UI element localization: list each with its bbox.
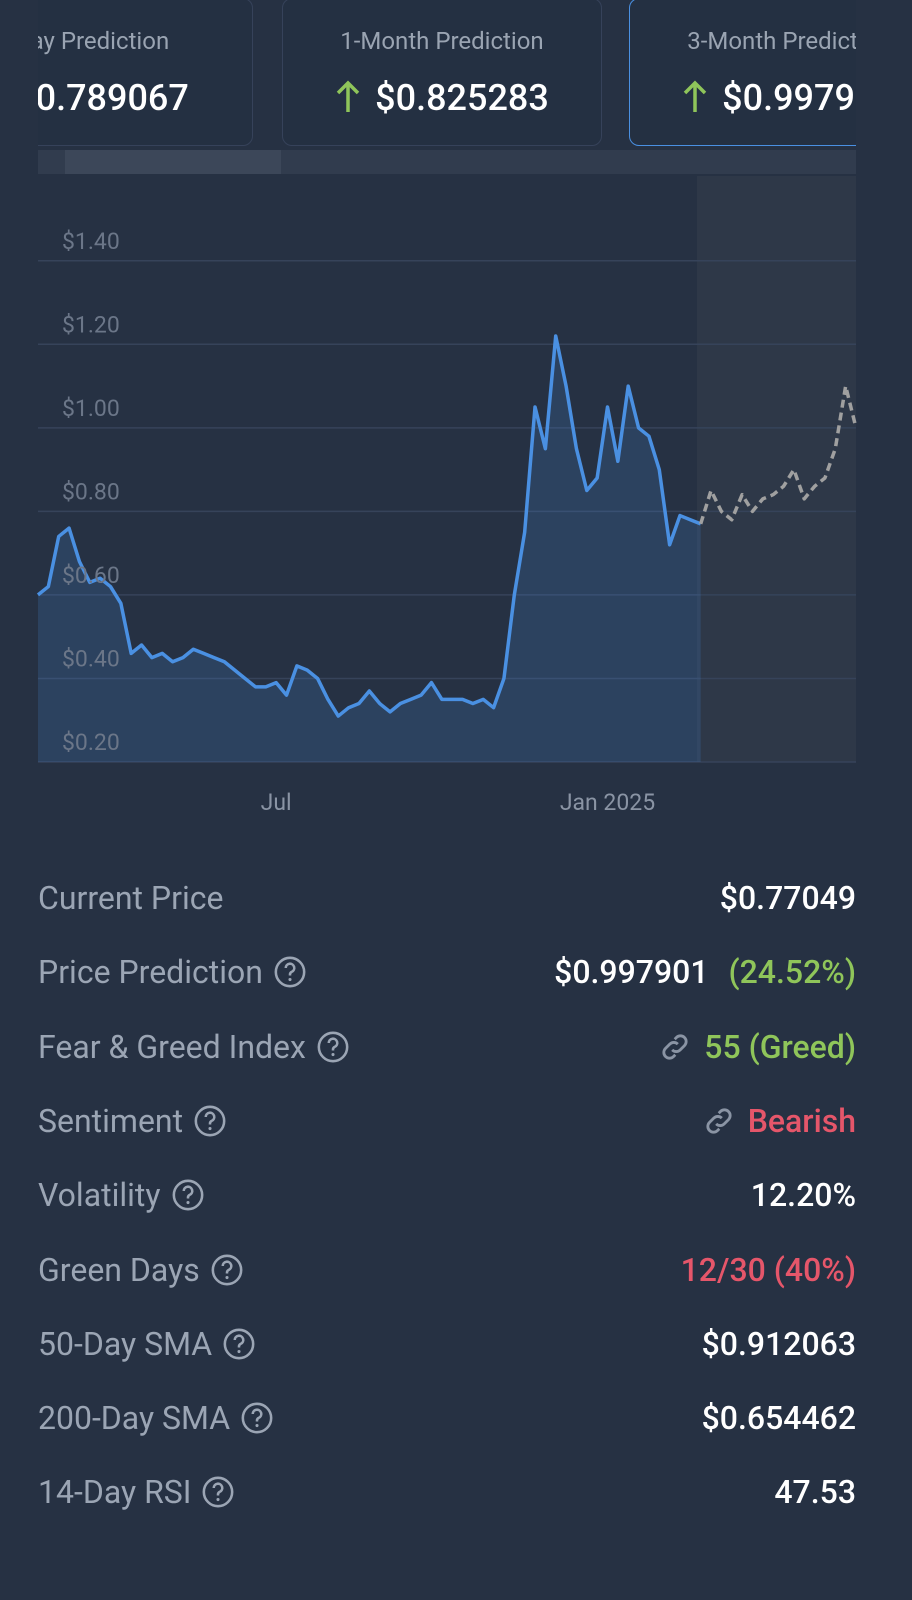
stat-row: Volatility 12.20% <box>38 1165 856 1225</box>
prediction-region <box>697 176 856 762</box>
card-value-row: $0.825283 <box>283 77 601 119</box>
prediction-card[interactable]: 3-Month Prediction $0.997901 <box>629 0 856 146</box>
area <box>38 335 701 762</box>
prediction-card[interactable]: 7-Day Prediction $0.789067 <box>38 0 253 146</box>
stat-change: (24.52%) <box>728 953 856 991</box>
help-icon[interactable] <box>210 1253 244 1287</box>
stat-row: 50-Day SMA $0.912063 <box>38 1314 856 1374</box>
card-title: 7-Day Prediction <box>38 27 170 55</box>
y-tick-label: $0.40 <box>62 645 120 672</box>
stat-value: 12.20% <box>750 1176 856 1214</box>
y-tick-label: $0.80 <box>62 478 120 505</box>
help-icon[interactable] <box>222 1327 256 1361</box>
stat-label: Current Price <box>38 879 224 917</box>
stat-row: 14-Day RSI 47.53 <box>38 1462 856 1522</box>
y-tick-label: $1.00 <box>62 395 120 422</box>
card-value: $0.825283 <box>375 77 549 119</box>
scrollbar[interactable] <box>38 150 856 174</box>
price-line <box>699 384 858 525</box>
card-value: $0.997901 <box>722 77 856 119</box>
help-icon[interactable] <box>193 1104 227 1138</box>
stat-label: 50-Day SMA <box>38 1325 213 1363</box>
y-tick-label: $1.40 <box>62 228 120 255</box>
stat-row: Price Prediction $0.997901 (24.52%) <box>38 942 856 1002</box>
stat-value: $0.997901 <box>554 953 709 991</box>
card-value-row: $0.789067 <box>38 77 252 119</box>
stat-row: Sentiment Bearish <box>38 1091 856 1151</box>
stat-row: 200-Day SMA $0.654462 <box>38 1388 856 1448</box>
up-arrow-icon <box>336 80 360 112</box>
y-tick-label: $0.20 <box>62 729 120 756</box>
scrollbar-thumb[interactable] <box>65 150 281 174</box>
card-value: $0.789067 <box>38 77 189 119</box>
stat-value: $0.654462 <box>701 1399 856 1437</box>
stat-value: $0.77049 <box>719 879 856 917</box>
x-tick-label: Jul <box>261 789 292 816</box>
link-icon[interactable] <box>658 1030 692 1064</box>
stat-label: 14-Day RSI <box>38 1473 192 1511</box>
link-icon[interactable] <box>702 1104 736 1138</box>
prediction-card[interactable]: 1-Month Prediction $0.825283 <box>282 0 602 146</box>
stat-label: Volatility <box>38 1176 161 1214</box>
stat-label: Price Prediction <box>38 953 263 991</box>
x-tick-label: Jan 2025 <box>560 789 655 816</box>
help-icon[interactable] <box>201 1475 235 1509</box>
card-title: 3-Month Prediction <box>687 27 856 55</box>
stat-row: Current Price $0.77049 <box>38 868 856 928</box>
price-line <box>36 334 702 718</box>
stat-value: 55 (Greed) <box>704 1028 856 1066</box>
stat-value: Bearish <box>747 1102 856 1140</box>
stat-row: Green Days 12/30 (40%) <box>38 1240 856 1300</box>
y-tick-label: $0.60 <box>62 562 120 589</box>
stat-label: Sentiment <box>38 1102 184 1140</box>
y-tick-label: $1.20 <box>62 311 120 338</box>
help-icon[interactable] <box>273 955 307 989</box>
stat-value: $0.912063 <box>701 1325 856 1363</box>
card-value-row: $0.997901 <box>630 77 856 119</box>
stat-label: Green Days <box>38 1251 200 1289</box>
stat-label: Fear & Greed Index <box>38 1028 306 1066</box>
card-title: 1-Month Prediction <box>340 27 544 55</box>
help-icon[interactable] <box>240 1401 274 1435</box>
prediction-cards: 7-Day Prediction $0.789067 1-Month Predi… <box>38 0 856 150</box>
help-icon[interactable] <box>316 1030 350 1064</box>
chart: Jul Jan 2025 $0.20 $0.40 $0.60 $0.80 $1.00 $1.2… <box>36 176 858 816</box>
stat-row: Fear & Greed Index 55 (Greed) <box>38 1017 856 1077</box>
stat-value: 47.53 <box>774 1473 856 1511</box>
help-icon[interactable] <box>171 1178 205 1212</box>
up-arrow-icon <box>683 80 707 112</box>
stat-value: 12/30 (40%) <box>680 1251 856 1289</box>
stat-label: 200-Day SMA <box>38 1399 231 1437</box>
